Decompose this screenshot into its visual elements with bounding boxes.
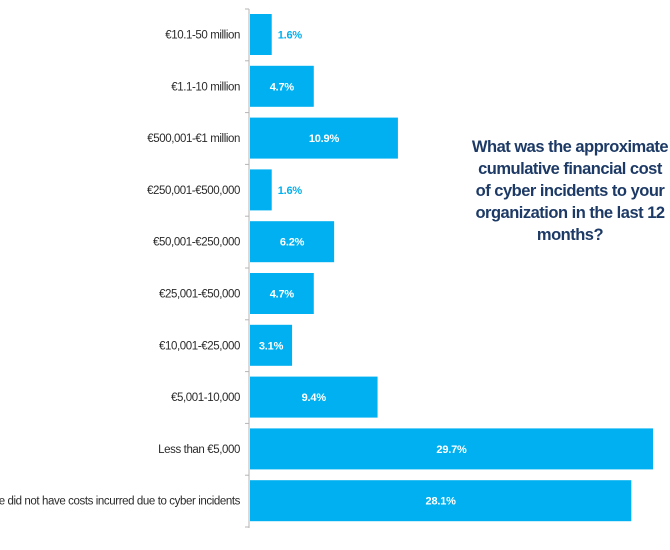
- bar: [250, 324, 293, 366]
- bar: [250, 273, 314, 314]
- bar: [250, 221, 335, 263]
- category-label: €500,001-€1 million: [147, 133, 240, 145]
- chart-title: What was the approximate cumulative fina…: [471, 138, 669, 244]
- category-label: €10.1-50 million: [165, 30, 240, 42]
- bar: [250, 480, 632, 522]
- bar: [250, 117, 398, 159]
- data-label: 9.4%: [302, 392, 327, 404]
- data-label: 1.6%: [278, 30, 303, 42]
- category-label: €1.1-10 million: [171, 81, 240, 93]
- bar: [250, 169, 272, 211]
- data-label: 6.2%: [280, 237, 305, 249]
- category-label: €250,001-€500,000: [147, 185, 240, 197]
- data-label: 4.7%: [270, 81, 295, 93]
- bar: [250, 14, 272, 55]
- bar: [250, 376, 378, 418]
- data-label: 4.7%: [270, 289, 295, 301]
- category-label: €25,001-€50,000: [159, 289, 240, 301]
- bar: [250, 65, 314, 107]
- data-label: 10.9%: [309, 133, 340, 145]
- data-label: 1.6%: [278, 185, 303, 197]
- bar: [250, 428, 654, 470]
- category-label: €5,001-10,000: [171, 392, 240, 404]
- category-label: Less than €5,000: [158, 444, 240, 456]
- category-label: €10,001-€25,000: [159, 340, 240, 352]
- data-label: 3.1%: [259, 340, 284, 352]
- category-label: €50,001-€250,000: [153, 237, 240, 249]
- data-label: 28.1%: [426, 496, 457, 508]
- data-label: 29.7%: [436, 444, 467, 456]
- category-label: We did not have costs incurred due to cy…: [0, 496, 241, 508]
